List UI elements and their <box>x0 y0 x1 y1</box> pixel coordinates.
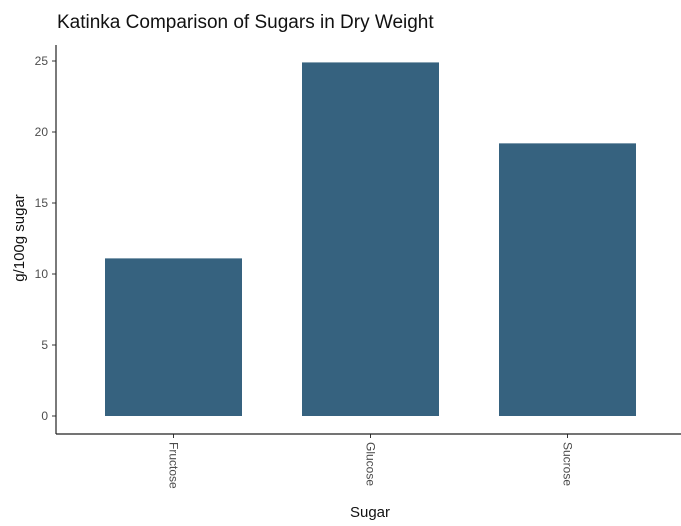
bars <box>105 62 636 417</box>
bar-sucrose <box>499 143 636 417</box>
y-axis-title: g/100g sugar <box>11 194 28 282</box>
bar-fructose <box>105 258 242 416</box>
y-tick-label: 0 <box>41 409 48 423</box>
y-tick-label: 10 <box>35 267 49 281</box>
x-axis-title: Sugar <box>350 504 390 521</box>
x-tick-label-sucrose: Sucrose <box>561 442 575 486</box>
y-axis-ticks: 0 5 10 15 20 25 <box>35 54 56 423</box>
chart-title: Katinka Comparison of Sugars in Dry Weig… <box>57 12 434 33</box>
y-tick-label: 25 <box>35 54 49 68</box>
x-tick-label-glucose: Glucose <box>364 442 378 486</box>
y-tick-label: 15 <box>35 196 49 210</box>
x-axis-ticks: Fructose Glucose Sucrose <box>167 434 575 489</box>
y-tick-label: 5 <box>41 338 48 352</box>
bar-glucose <box>302 62 439 417</box>
x-tick-label-fructose: Fructose <box>167 442 181 489</box>
y-tick-label: 20 <box>35 125 49 139</box>
